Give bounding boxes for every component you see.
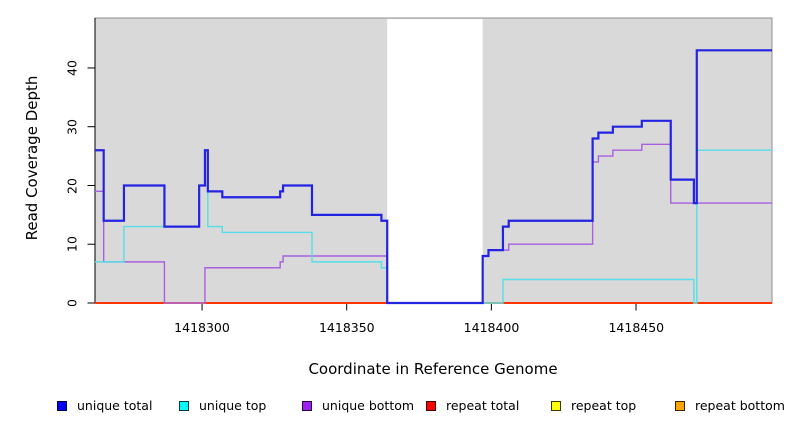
legend-item-repeat-top: repeat top (551, 398, 636, 413)
unique-bottom-swatch-icon (302, 400, 312, 411)
legend-item-unique-total: unique total (57, 398, 152, 413)
legend-label: repeat bottom (695, 398, 785, 413)
unique-top-swatch-icon (179, 400, 189, 411)
legend-label: repeat top (571, 398, 637, 413)
x-tick-1418300: 1418300 (174, 320, 230, 335)
x-axis-title: Coordinate in Reference Genome (308, 360, 558, 378)
legend-label: unique bottom (322, 398, 415, 413)
y-tick-20: 20 (64, 177, 80, 194)
y-tick-30: 30 (64, 118, 80, 135)
legend-label: unique total (77, 398, 153, 413)
legend-item-unique-top: unique top (179, 398, 266, 413)
repeat-total-swatch-icon (426, 400, 436, 411)
legend-item-repeat-total: repeat total (426, 398, 519, 413)
repeat-bottom-swatch-icon (675, 400, 685, 411)
legend-item-repeat-bottom: repeat bottom (675, 398, 785, 413)
y-tick-10: 10 (64, 236, 80, 253)
x-tick-1418400: 1418400 (463, 320, 520, 335)
repeat-top-swatch-icon (551, 400, 561, 411)
y-tick-0: 0 (64, 299, 80, 307)
legend-label: unique top (199, 398, 267, 413)
legend-item-unique-bottom: unique bottom (302, 398, 414, 413)
y-axis-title: Read Coverage Depth (23, 75, 41, 241)
y-tick-40: 40 (64, 60, 80, 76)
unique-total-swatch-icon (57, 400, 67, 411)
x-tick-1418450: 1418450 (608, 320, 665, 335)
x-tick-1418350: 1418350 (318, 320, 375, 335)
legend-label: repeat total (446, 398, 520, 413)
series-line-unique-total (95, 49, 772, 305)
uncovered-gap-region (387, 19, 483, 303)
